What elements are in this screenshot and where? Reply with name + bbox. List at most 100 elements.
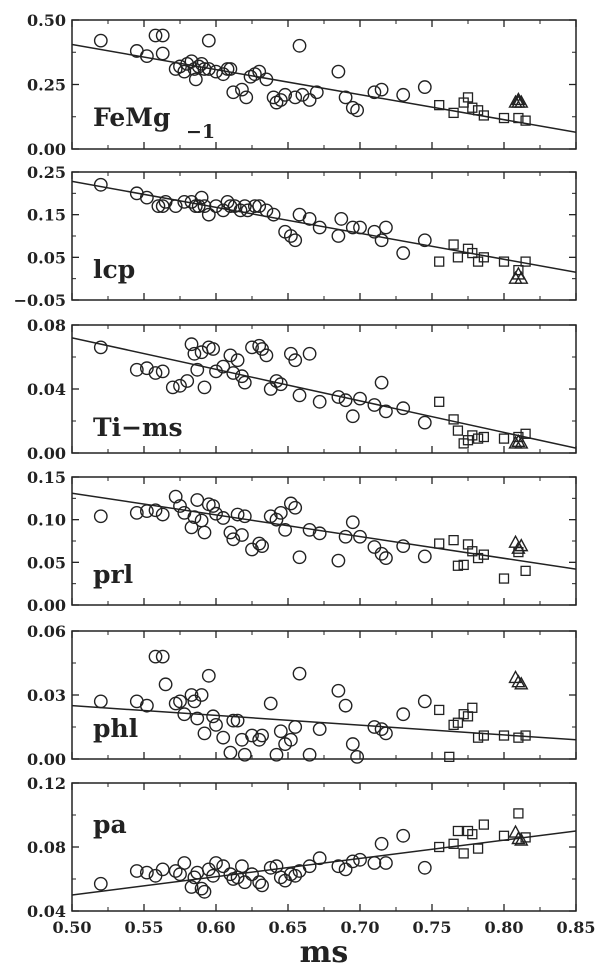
circle-point: [252, 732, 267, 747]
circle-point: [209, 64, 223, 79]
square-point: [448, 239, 459, 250]
square-point: [498, 433, 510, 444]
circle-point: [223, 62, 238, 76]
circle-point: [197, 199, 212, 214]
circle-point: [338, 698, 353, 713]
panel-label: phl: [93, 714, 138, 743]
circle-point: [269, 747, 284, 762]
square-point: [513, 264, 524, 276]
circle-point: [206, 709, 221, 724]
circle-point: [226, 366, 241, 380]
circle-point: [367, 398, 382, 412]
circle-point: [155, 28, 170, 43]
circle-point: [230, 713, 245, 728]
circle-point: [237, 747, 252, 762]
circle-point: [230, 507, 245, 522]
square-point: [498, 573, 510, 584]
square-point: [452, 825, 464, 837]
y-tick-label: 0.04: [27, 380, 66, 399]
circle-point: [288, 90, 303, 105]
circle-point: [226, 713, 241, 728]
circle-point: [338, 862, 353, 877]
circle-point: [263, 696, 278, 711]
square-point: [498, 830, 510, 841]
circle-point: [129, 864, 144, 878]
triangle-point: [511, 674, 526, 688]
circle-point: [155, 649, 170, 664]
circle-point: [379, 856, 393, 870]
circle-point: [302, 93, 317, 107]
circle-point: [379, 726, 393, 741]
square-point: [434, 99, 445, 111]
circle-point: [190, 711, 205, 726]
y-tick-label: 0.10: [27, 511, 66, 530]
circle-point: [283, 732, 298, 747]
fit-line: [72, 704, 576, 741]
circle-point: [148, 366, 163, 380]
circle-point: [184, 880, 199, 894]
square-point: [513, 112, 524, 124]
circle-point: [139, 698, 154, 713]
circle-point: [269, 374, 284, 388]
y-tick-label: 0.04: [27, 902, 66, 921]
circle-point: [93, 33, 108, 48]
square-point: [467, 430, 478, 441]
circle-point: [345, 515, 360, 530]
square-point: [448, 107, 459, 119]
circle-point: [295, 87, 310, 102]
circle-point: [345, 737, 360, 751]
circle-point: [374, 375, 389, 390]
square-point: [520, 565, 531, 577]
circle-point: [247, 67, 262, 82]
triangle-point: [514, 538, 529, 552]
y-tick-label: 0.00: [27, 140, 66, 159]
circle-point: [252, 338, 267, 353]
circle-point: [252, 64, 267, 79]
circle-point: [177, 707, 192, 722]
circle-point: [184, 337, 199, 352]
x-tick-label: 0.85: [557, 918, 596, 937]
circle-point: [263, 860, 278, 875]
circle-point: [379, 220, 393, 235]
square-point: [472, 552, 484, 564]
circle-point: [155, 862, 170, 877]
circle-point: [173, 59, 187, 74]
circle-point: [188, 72, 203, 87]
circle-point: [237, 509, 252, 524]
circle-point: [235, 369, 249, 384]
panel-label-subscript: −1: [186, 121, 215, 143]
circle-point: [239, 90, 254, 105]
circle-point: [237, 875, 252, 890]
triangle-point: [514, 270, 529, 284]
square-point: [472, 732, 484, 743]
square-point: [478, 110, 489, 121]
circle-point: [148, 503, 163, 518]
circle-point: [417, 233, 432, 248]
square-point: [434, 256, 445, 267]
circle-point: [194, 513, 209, 528]
circle-point: [168, 864, 183, 878]
panel-5: 0.04 0.08 0.12 pa: [27, 774, 577, 921]
circle-point: [252, 536, 267, 551]
y-tick-label: 0.15: [27, 206, 66, 225]
x-tick-label: 0.65: [269, 918, 308, 937]
circle-point: [350, 749, 365, 764]
circle-point: [283, 496, 298, 511]
circle-point: [417, 415, 432, 430]
square-point: [520, 730, 531, 741]
square-point: [434, 704, 445, 716]
fit-line: [72, 492, 576, 570]
circle-point: [312, 851, 327, 866]
circle-point: [292, 388, 307, 403]
circle-point: [255, 728, 269, 743]
x-tick-label: 0.50: [53, 918, 92, 937]
circle-point: [259, 72, 274, 87]
circle-point: [151, 199, 166, 214]
circle-point: [255, 878, 269, 893]
circle-point: [353, 220, 367, 235]
circle-point: [201, 207, 216, 222]
square-point: [478, 549, 489, 560]
circle-point: [379, 551, 393, 565]
panel-4: 0.00 0.03 0.06 phl: [27, 622, 577, 769]
x-tick-label: 0.60: [197, 918, 236, 937]
